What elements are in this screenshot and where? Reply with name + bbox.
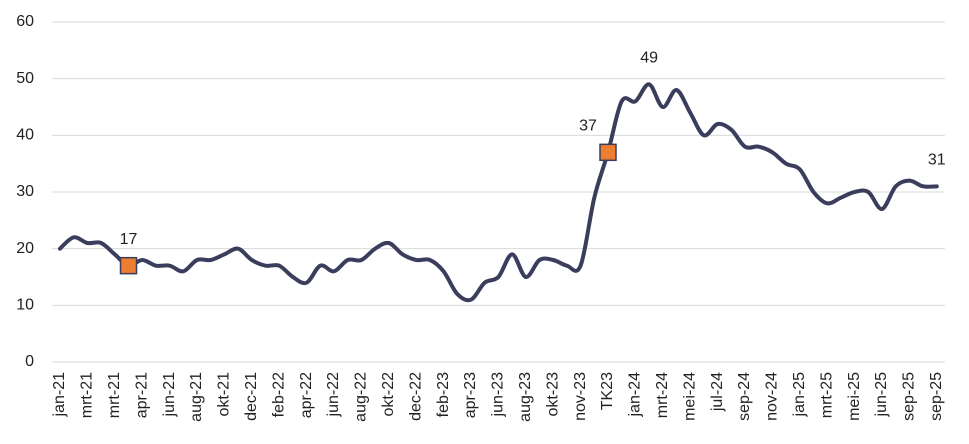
- data-label: 31: [928, 152, 946, 169]
- x-tick-label: aug-21: [188, 372, 205, 422]
- line: [58, 82, 939, 303]
- x-tick-label: nov-24: [764, 372, 781, 421]
- x-tick-label: okt-23: [544, 372, 561, 417]
- x-tick-label: jan-24: [627, 372, 644, 418]
- x-tick-label: mrt-21: [106, 372, 123, 418]
- marker: [119, 256, 138, 275]
- x-tick-label: jun-21: [161, 372, 178, 418]
- data-label: 49: [640, 50, 658, 67]
- x-tick-label: mrt-24: [654, 372, 671, 418]
- y-tick-label: 20: [16, 240, 34, 257]
- x-tick-label: feb-23: [435, 372, 452, 417]
- x-tick-label: sep-24: [736, 372, 753, 421]
- x-tick-label: sep-25: [901, 372, 918, 421]
- x-tick-label: apr-21: [133, 372, 150, 418]
- y-tick-label: 60: [16, 13, 34, 30]
- data-label: 37: [579, 118, 597, 135]
- x-tick-label: TK23: [599, 372, 616, 410]
- x-tick-label: aug-23: [517, 372, 534, 422]
- x-tick-label: mrt-25: [818, 372, 835, 418]
- x-tick-label: jan-25: [791, 372, 808, 418]
- marker: [599, 143, 617, 162]
- x-tick-label: jun-22: [325, 372, 342, 418]
- x-tick-label: okt-22: [380, 372, 397, 417]
- x-tick-label: jan-21: [51, 372, 68, 418]
- y-tick-label: 10: [16, 297, 34, 314]
- x-tick-label: jul-24: [709, 372, 726, 412]
- x-tick-label: okt-21: [216, 372, 233, 417]
- x-tick-label: aug-22: [353, 372, 370, 422]
- x-tick-label: jun-25: [873, 372, 890, 418]
- x-tick-label: nov-23: [572, 372, 589, 421]
- x-tick-label: sep-25: [928, 372, 945, 421]
- x-tick-label: mei-25: [846, 372, 863, 421]
- x-tick-label: mei-24: [681, 372, 698, 421]
- y-tick-label: 50: [16, 70, 34, 87]
- y-tick-label: 40: [16, 127, 34, 144]
- x-tick-label: jun-23: [490, 372, 507, 418]
- x-tick-label: mrt-21: [79, 372, 96, 418]
- x-tick-label: dec-21: [243, 372, 260, 421]
- y-tick-label: 30: [16, 183, 34, 200]
- y-tick-label: 0: [25, 353, 34, 370]
- x-tick-label: feb-22: [270, 372, 287, 417]
- data-label: 17: [120, 231, 138, 248]
- x-tick-label: dec-22: [407, 372, 424, 421]
- x-tick-label: apr-23: [462, 372, 479, 418]
- x-tick-label: apr-22: [298, 372, 315, 418]
